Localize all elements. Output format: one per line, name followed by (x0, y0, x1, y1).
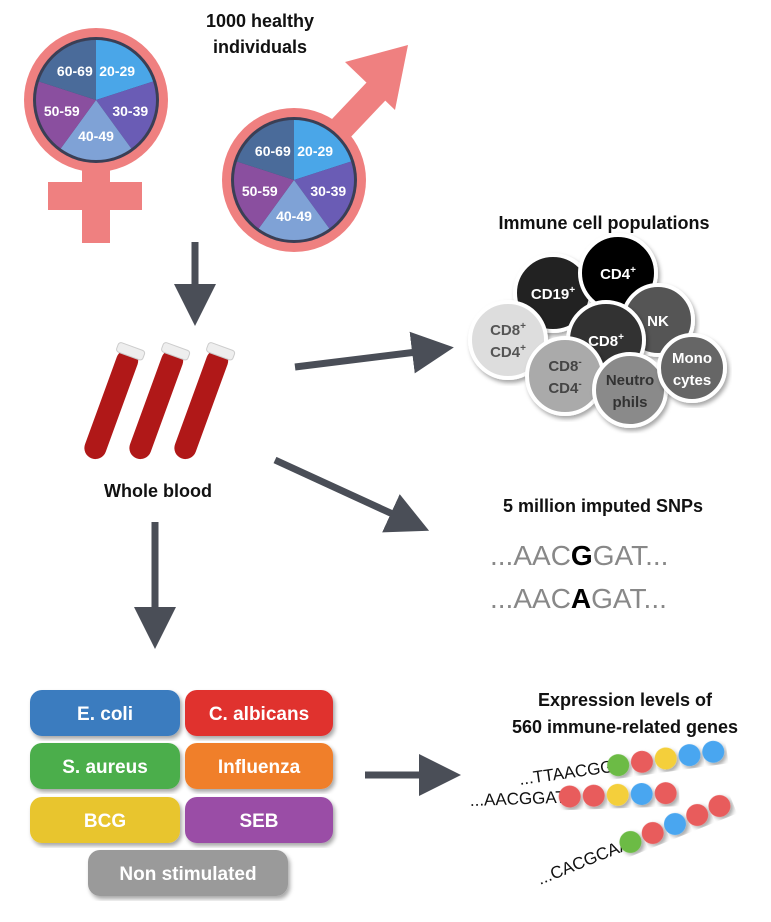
expression-bead (582, 784, 605, 807)
svg-text:...AACAGAT...: ...AACAGAT... (490, 583, 667, 614)
immune-title: Immune cell populations (498, 213, 709, 233)
cell-population: Mono cytes (657, 333, 727, 403)
svg-text:Neutro: Neutro (606, 372, 654, 389)
immune-cells: CD19+ CD4+ NK CD8+ CD8+ CD4+ CD8- CD4- Neutro phi… (468, 233, 727, 428)
pie-slice (258, 180, 330, 241)
svg-text:CD8-: CD8- (548, 357, 581, 375)
svg-text:E. coli: E. coli (77, 704, 133, 725)
stimulus-non-stimulated: Non stimulated (88, 850, 288, 896)
pie-slice (96, 81, 156, 149)
svg-text:CD4+: CD4+ (600, 265, 636, 283)
pie-slice (36, 81, 96, 149)
svg-text:cytes: cytes (673, 372, 711, 389)
snp-sequences: ...AACGGAT... ...AACAGAT... (490, 540, 668, 614)
age-label: 20-29 (297, 143, 333, 159)
age-label: 40-49 (78, 128, 114, 144)
svg-text:S. aureus: S. aureus (62, 757, 148, 778)
stimulus-influenza: Influenza (185, 743, 333, 789)
female-age-pie: 20-29 30-39 40-49 50-59 60-69 (33, 37, 159, 163)
age-label: 50-59 (44, 103, 80, 119)
expression-bead (686, 804, 709, 827)
gene-expression-sequences: ...TTAACGG...AACGGAT ...CACGCAA (469, 740, 731, 889)
whole-blood-label: Whole blood (104, 481, 212, 501)
expression-title-1: Expression levels of (538, 690, 713, 710)
expression-bead (708, 795, 731, 818)
svg-text:phils: phils (612, 394, 647, 411)
title-line1: 1000 healthy (206, 11, 314, 31)
age-label: 60-69 (255, 143, 291, 159)
pie-slice (234, 161, 294, 229)
expression-bead (702, 740, 725, 763)
male-symbol: 20-29 30-39 40-49 50-59 60-69 (222, 45, 408, 252)
cell-population: CD8- CD4- (525, 336, 605, 416)
svg-text:C. albicans: C. albicans (209, 704, 309, 725)
expression-bead (654, 747, 677, 770)
gene-sequence: ...AACGGAT (469, 782, 677, 810)
expression-bead (558, 785, 581, 808)
svg-text:CD8+: CD8+ (490, 321, 526, 339)
svg-text:Mono: Mono (672, 350, 712, 367)
svg-text:...AACGGAT: ...AACGGAT (469, 788, 566, 810)
svg-text:Non stimulated: Non stimulated (119, 864, 256, 885)
svg-text:CD19+: CD19+ (531, 285, 575, 303)
arrow-to-cells (294, 331, 454, 374)
svg-text:...AACGGAT...: ...AACGGAT... (490, 540, 668, 571)
age-label: 30-39 (310, 183, 346, 199)
expression-bead (607, 754, 630, 777)
svg-text:...TTAACGG: ...TTAACGG (518, 757, 615, 789)
pie-slice (236, 120, 294, 180)
stimulus-seb: SEB (185, 797, 333, 843)
stimulus-c-albicans: C. albicans (185, 690, 333, 736)
age-label: 60-69 (57, 63, 93, 79)
stimulus-s-aureus: S. aureus (30, 743, 180, 789)
female-symbol: 20-29 30-39 40-49 50-59 60-69 (24, 28, 168, 243)
age-label: 30-39 (112, 103, 148, 119)
expression-bead (606, 783, 629, 806)
stimulus-bcg: BCG (30, 797, 180, 843)
gene-sequence: ...TTAACGG (518, 740, 725, 789)
expression-title-2: 560 immune-related genes (512, 717, 738, 737)
expression-bead (641, 821, 664, 844)
pie-slice (96, 40, 154, 100)
svg-text:CD4+: CD4+ (490, 343, 526, 361)
svg-text:Influenza: Influenza (218, 757, 301, 778)
expression-bead (630, 750, 653, 773)
expression-bead (619, 830, 642, 853)
expression-bead (678, 744, 701, 767)
pie-slice (294, 120, 352, 180)
cell-population: Neutro phils (592, 352, 668, 428)
pie-slice (294, 161, 354, 229)
svg-text:CD8+: CD8+ (588, 332, 624, 350)
svg-text:CD4-: CD4- (548, 379, 581, 397)
pie-slice (60, 100, 132, 160)
svg-text:NK: NK (647, 313, 669, 330)
cell-population: CD4+ (578, 233, 658, 313)
cell-population: CD8+ CD4+ (468, 300, 548, 380)
expression-bead (654, 782, 677, 805)
pie-slice (38, 40, 96, 100)
age-label: 40-49 (276, 208, 312, 224)
age-label: 20-29 (99, 63, 135, 79)
expression-bead (630, 783, 653, 806)
blood-tubes-icon (84, 342, 236, 460)
svg-text:BCG: BCG (84, 811, 126, 832)
title-line2: individuals (213, 37, 307, 57)
age-label: 50-59 (242, 183, 278, 199)
stimuli-grid: E. coli C. albicans S. aureus Influenza BCG S… (30, 690, 333, 896)
male-age-pie: 20-29 30-39 40-49 50-59 60-69 (231, 117, 357, 243)
stimulus-e-coli: E. coli (30, 690, 180, 736)
expression-bead (663, 812, 686, 835)
arrow-to-snps (273, 456, 430, 533)
svg-text:...CACGCAA: ...CACGCAA (534, 834, 633, 889)
snps-title: 5 million imputed SNPs (503, 496, 703, 516)
svg-text:SEB: SEB (239, 811, 278, 832)
